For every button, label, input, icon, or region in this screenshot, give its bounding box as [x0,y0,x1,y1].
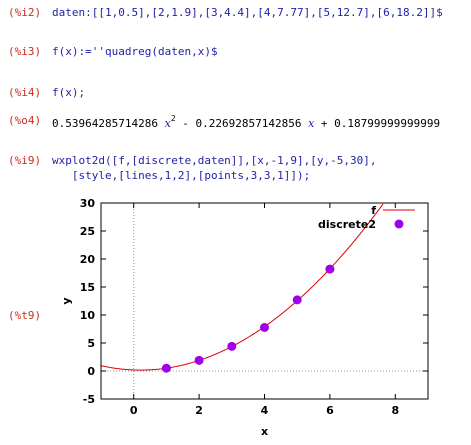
y-tick-label: -5 [83,393,95,406]
series-discrete2-point [194,355,204,365]
y-tick-label: 20 [80,253,96,266]
plot-background [58,195,443,440]
series-discrete2-point [260,322,269,332]
input-label-i2: (%i2) [8,6,42,19]
input-line-i9[interactable]: wxplot2d([f,[discrete,daten]],[x,-1,9],[… [52,154,377,167]
y-tick-label: 30 [80,197,96,210]
zero-axes [101,203,428,399]
y-tick-label: 0 [87,365,95,378]
x-tick-label: 0 [130,404,138,417]
output-coef-a: 0.53964285714286 [52,117,158,130]
output-var-x: x [164,117,171,130]
x-tick-label: 2 [195,404,203,417]
output-label-o4: (%o4) [8,114,42,127]
legend-label-f: f [371,204,376,217]
series-discrete2-point [227,341,237,351]
input-line-i3[interactable]: f(x):=''quadreg(daten,x)$ [52,45,218,58]
input-line-i2[interactable]: daten:[[1,0.5],[2,1.9],[3,4.4],[4,7.77],… [52,6,443,19]
y-tick-label: 10 [80,309,96,322]
input-line-i4[interactable]: f(x); [52,86,86,99]
x-tick-label: 4 [261,404,269,417]
output-coef-b: - 0.22692857142856 [175,117,309,130]
ticks-layer: 0 2 4 6 8 -5 0 5 10 15 20 25 30 [80,197,428,417]
series-f-line [100,203,384,371]
output-line-o4: 0.53964285714286 x2 - 0.22692857142856 x… [52,114,440,130]
y-axis-label: y [60,297,73,304]
x-tick-label: 6 [326,404,334,417]
curve-layer [100,203,384,371]
input-label-i9: (%i9) [8,154,42,167]
legend-label-discrete2: discrete2 [318,218,376,231]
input-line-i9-cont[interactable]: [style,[lines,1,2],[points,3,3,1]]); [52,169,311,182]
x-axis-label: x [261,425,268,438]
series-discrete2-point [325,264,335,274]
points-layer [161,264,335,373]
output-coef-c: + 0.18799999999999 [314,117,441,130]
input-label-i3: (%i3) [8,45,42,58]
x-tick-label: 8 [391,404,399,417]
plot-label-t9: (%t9) [8,309,42,322]
input-label-i4: (%i4) [8,86,42,99]
y-tick-label: 15 [80,281,95,294]
y-tick-label: 25 [80,225,95,238]
series-discrete2-point [292,295,302,305]
y-tick-label: 5 [87,337,95,350]
legend-swatch-discrete2 [394,219,404,229]
output-var-x2: x [308,117,315,130]
output-exponent: 2 [170,114,176,123]
series-discrete2-point [161,363,171,373]
